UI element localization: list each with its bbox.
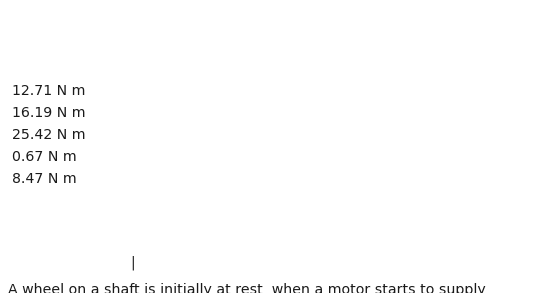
Text: A wheel on a shaft is initially at rest, when a motor starts to supply
constant : A wheel on a shaft is initially at rest,…: [8, 283, 531, 293]
Text: 12.71 N m: 12.71 N m: [12, 84, 85, 98]
Text: 16.19 N m: 16.19 N m: [12, 106, 86, 120]
Text: 25.42 N m: 25.42 N m: [12, 128, 86, 142]
Text: |: |: [130, 256, 134, 270]
Text: 8.47 N m: 8.47 N m: [12, 172, 77, 186]
Text: 0.67 N m: 0.67 N m: [12, 150, 77, 164]
